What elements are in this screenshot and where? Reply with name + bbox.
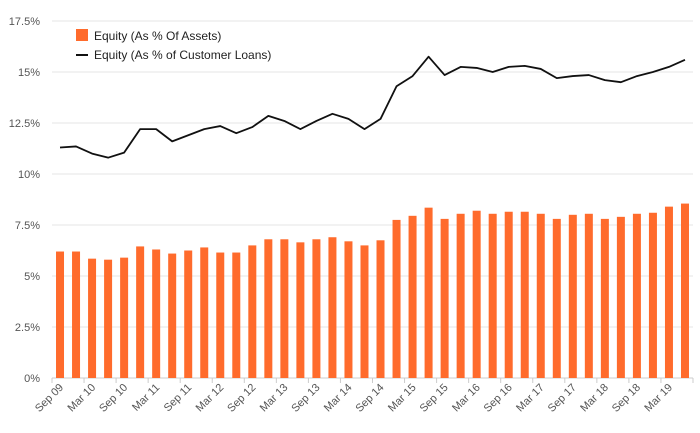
x-tick-label: Sep 18 bbox=[610, 382, 643, 415]
bar bbox=[680, 203, 689, 378]
bar bbox=[456, 213, 465, 378]
bar bbox=[344, 241, 353, 378]
bar bbox=[120, 257, 129, 378]
x-tick-label: Mar 17 bbox=[514, 382, 547, 415]
bar bbox=[360, 245, 369, 378]
bar bbox=[168, 253, 177, 378]
bar bbox=[296, 242, 305, 378]
bar bbox=[648, 212, 657, 378]
bar bbox=[280, 239, 289, 378]
legend-label-bars: Equity (As % Of Assets) bbox=[94, 29, 221, 43]
y-tick-label: 0% bbox=[24, 373, 40, 385]
y-tick-label: 7.5% bbox=[15, 220, 40, 232]
line-path bbox=[59, 55, 686, 159]
x-tick-label: Mar 10 bbox=[65, 382, 98, 415]
x-tick-label: Mar 18 bbox=[578, 382, 611, 415]
y-tick-label: 5% bbox=[24, 271, 40, 283]
x-tick-label: Mar 14 bbox=[322, 382, 355, 415]
bar bbox=[664, 206, 673, 378]
y-axis: 0% 2.5% 5% 7.5% 10% 12.5% 15% 17.5% bbox=[9, 16, 40, 385]
bar bbox=[440, 218, 449, 378]
bar bbox=[616, 216, 625, 378]
x-tick-label: Sep 15 bbox=[418, 382, 451, 415]
bar bbox=[408, 215, 417, 378]
x-tick-label: Sep 13 bbox=[289, 382, 322, 415]
bar bbox=[632, 213, 641, 378]
x-tick-label: Sep 16 bbox=[482, 382, 515, 415]
bar bbox=[520, 211, 529, 378]
bar bbox=[392, 219, 401, 378]
x-tick-label: Mar 11 bbox=[130, 382, 162, 414]
bar bbox=[376, 240, 385, 378]
x-tick-label: Sep 14 bbox=[353, 382, 386, 415]
bar bbox=[104, 259, 113, 378]
bar bbox=[552, 218, 561, 378]
bar bbox=[232, 252, 241, 378]
x-tick-label: Sep 12 bbox=[225, 382, 258, 415]
y-tick-label: 10% bbox=[18, 169, 40, 181]
bar bbox=[248, 245, 257, 378]
y-tick-label: 15% bbox=[18, 67, 40, 79]
bar bbox=[584, 213, 593, 378]
x-tick-label: Sep 11 bbox=[162, 382, 195, 415]
bar bbox=[504, 211, 513, 378]
legend-label-line: Equity (As % of Customer Loans) bbox=[94, 48, 271, 62]
x-tick-label: Mar 12 bbox=[194, 382, 227, 415]
x-tick-label: Mar 19 bbox=[642, 382, 675, 415]
bar bbox=[216, 252, 225, 378]
bar bbox=[312, 239, 321, 378]
x-tick-label: Mar 15 bbox=[386, 382, 419, 415]
grid-lines bbox=[52, 20, 693, 379]
bar bbox=[264, 239, 273, 378]
bar bbox=[88, 258, 97, 378]
legend: Equity (As % Of Assets) Equity (As % of … bbox=[76, 29, 271, 62]
bar bbox=[56, 251, 65, 378]
bar bbox=[136, 246, 145, 378]
y-tick-label: 17.5% bbox=[9, 16, 40, 28]
legend-swatch-bars bbox=[76, 29, 88, 41]
y-tick-label: 2.5% bbox=[15, 322, 40, 334]
bar bbox=[200, 247, 209, 378]
y-tick-label: 12.5% bbox=[9, 118, 40, 130]
bar-series bbox=[56, 203, 689, 378]
x-tick-label: Sep 10 bbox=[97, 382, 130, 415]
x-tick-label: Mar 13 bbox=[258, 382, 291, 415]
bar bbox=[568, 214, 577, 378]
bar bbox=[72, 251, 81, 378]
bar bbox=[424, 207, 433, 378]
bar bbox=[152, 249, 161, 378]
x-tick-label: Mar 16 bbox=[450, 382, 483, 415]
bar bbox=[600, 218, 609, 378]
x-tick-label: Sep 09 bbox=[33, 382, 66, 415]
bar bbox=[488, 213, 497, 378]
bar bbox=[328, 237, 337, 378]
line-series bbox=[59, 55, 686, 159]
bar bbox=[536, 213, 545, 378]
x-tick-label: Sep 17 bbox=[546, 382, 579, 415]
bar bbox=[472, 210, 481, 378]
bar bbox=[184, 250, 193, 378]
